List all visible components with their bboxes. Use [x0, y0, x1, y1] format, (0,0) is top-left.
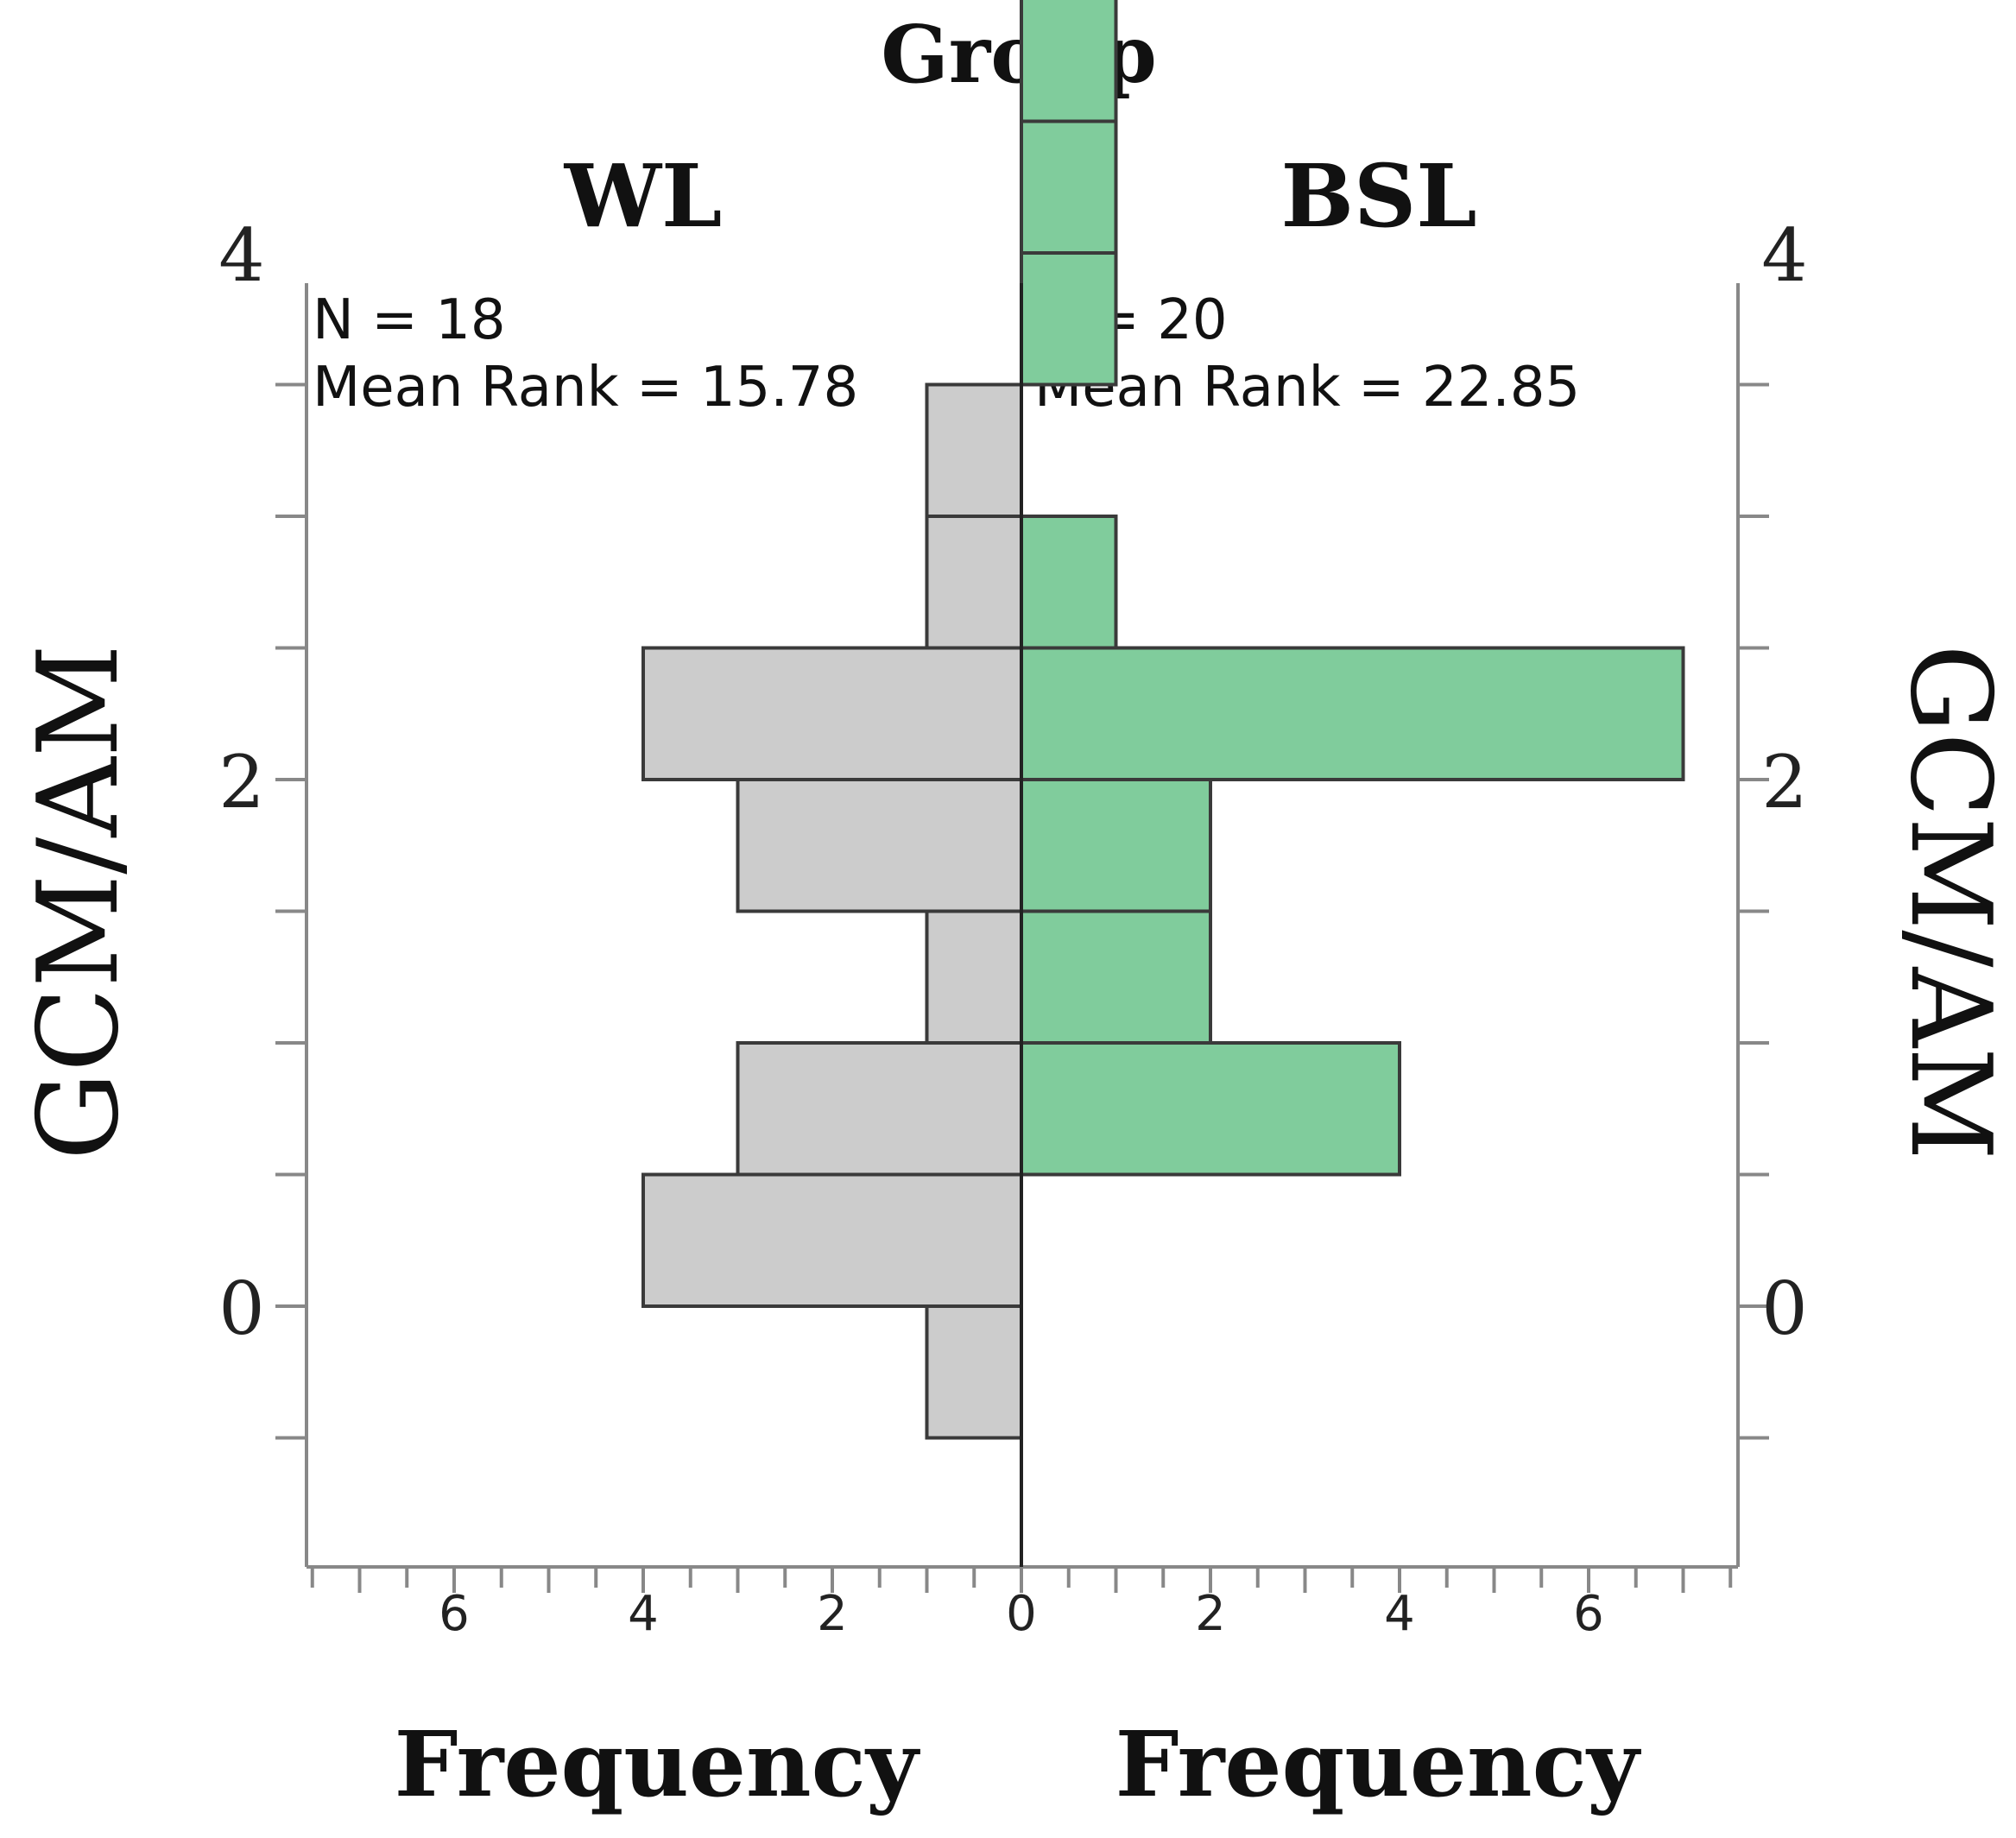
x-tick-label-wl: 4 [628, 1586, 659, 1642]
bar-wl [736, 1041, 1023, 1177]
x-axis-title-bsl: Frequency [1115, 1711, 1641, 1817]
bar-wl [925, 382, 1023, 518]
x-axis-title-wl: Frequency [395, 1711, 920, 1817]
bar-wl [925, 1304, 1023, 1440]
y-axis-title-left: GCM/AM [15, 644, 143, 1160]
x-tick-label-bsl: 2 [1195, 1586, 1226, 1642]
bar-bsl [1020, 778, 1212, 913]
y-tick-label-left: 4 [218, 213, 264, 298]
bar-bsl [1020, 646, 1685, 781]
wl-mean-rank-label: Mean Rank = 15.78 [313, 356, 858, 420]
bar-wl [925, 909, 1023, 1045]
y-tick-label-left: 2 [218, 740, 264, 824]
bar-bsl [1020, 0, 1118, 123]
y-axis-title-right: GCM/AM [1886, 644, 2014, 1160]
bar-bsl [1020, 1041, 1401, 1177]
bar-wl [925, 515, 1023, 650]
bar-wl [641, 646, 1023, 781]
panel-title-bsl: BSL [1280, 145, 1476, 247]
x-tick-label-bsl: 6 [1573, 1586, 1604, 1642]
bar-bsl [1020, 251, 1118, 387]
bar-bsl [1020, 515, 1118, 650]
y-tick-label-left: 0 [218, 1266, 264, 1351]
y-tick-label-right: 0 [1761, 1266, 1807, 1351]
bar-wl [641, 1172, 1023, 1308]
bar-bsl [1020, 119, 1118, 255]
wl-n-label: N = 18 [313, 288, 506, 352]
x-tick-label-wl: 2 [817, 1586, 848, 1642]
bsl-mean-rank-label: Mean Rank = 22.85 [1034, 356, 1580, 420]
bar-bsl [1020, 909, 1212, 1045]
y-tick-label-right: 4 [1761, 213, 1807, 298]
x-tick-label-bsl: 0 [1006, 1586, 1037, 1642]
panel-title-wl: WL [564, 145, 723, 247]
bar-wl [736, 778, 1023, 913]
x-tick-label-wl: 6 [439, 1586, 470, 1642]
x-tick-label-bsl: 4 [1384, 1586, 1415, 1642]
y-tick-label-right: 2 [1761, 740, 1807, 824]
chart-marks: 002244666420246 [218, 0, 1808, 1642]
